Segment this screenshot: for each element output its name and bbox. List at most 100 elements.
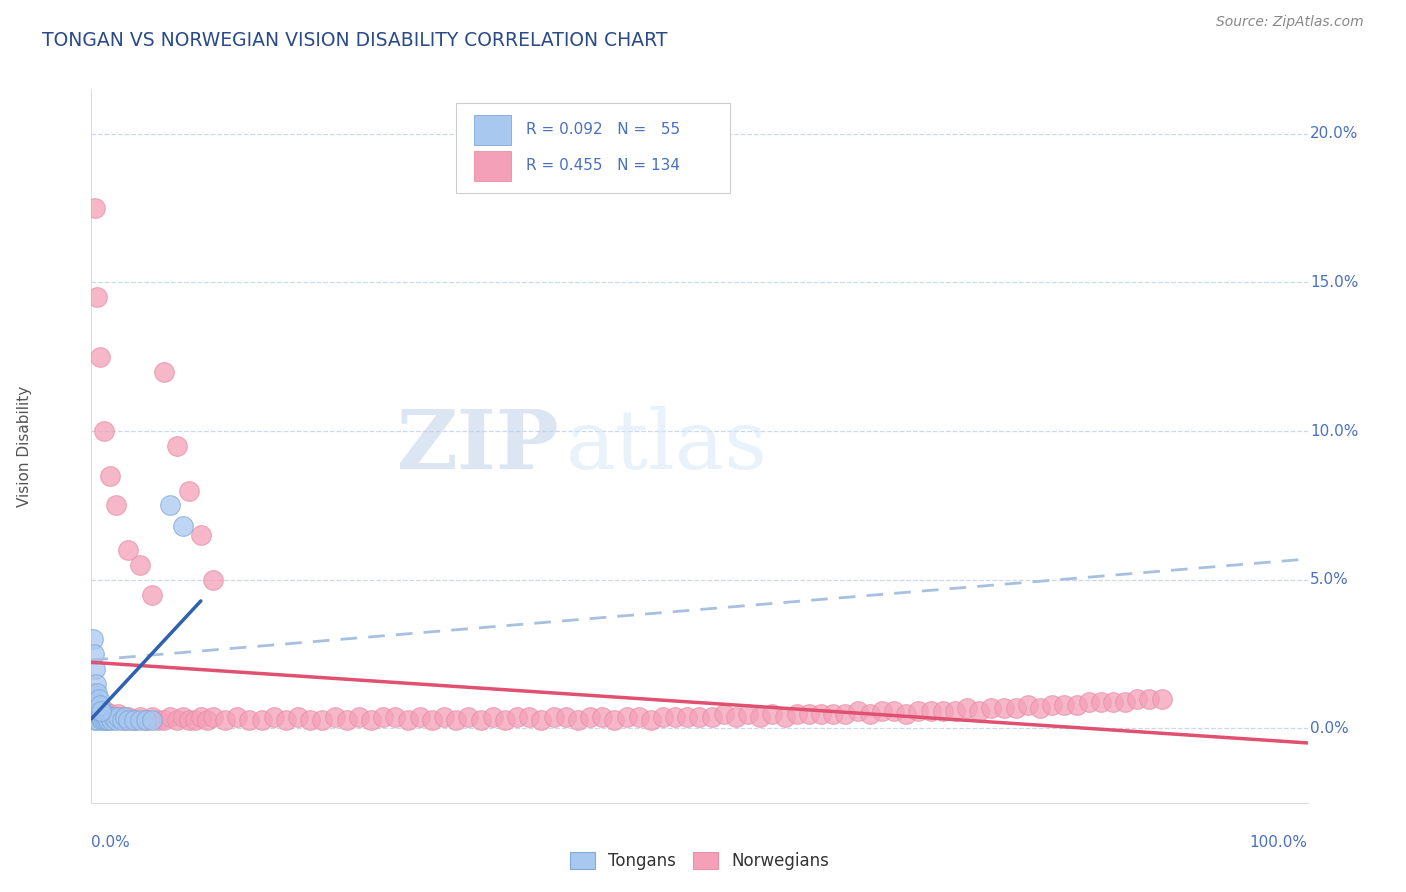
Point [931,704,953,718]
Point [141,588,163,602]
Point [299,713,322,727]
Point [83,691,105,706]
Bar [474,115,510,145]
Point [104,499,127,513]
Point [834,706,856,721]
Bar [474,151,510,180]
Point [84,698,107,712]
Text: R = 0.455   N = 134: R = 0.455 N = 134 [526,158,679,173]
Point [86,700,108,714]
Point [122,713,145,727]
Point [159,499,181,513]
Point [80,686,103,700]
Point [920,704,942,718]
Point [114,713,136,727]
Legend: Tongans, Norwegians: Tongans, Norwegians [564,845,835,877]
Point [83,709,105,723]
Point [1102,695,1125,709]
Point [129,709,152,723]
Point [107,709,129,723]
Point [84,695,107,709]
Point [980,700,1002,714]
Point [129,558,152,572]
Point [172,519,194,533]
Point [627,709,650,723]
Point [84,700,107,714]
Point [1126,691,1149,706]
Point [84,706,107,721]
Point [943,704,966,718]
Point [177,713,200,727]
Point [89,698,111,712]
Point [90,704,112,718]
Point [1090,695,1112,709]
Point [94,709,117,723]
Point [336,713,359,727]
Point [87,706,110,721]
Point [100,706,122,721]
Point [84,700,107,714]
Point [86,686,108,700]
Point [311,713,333,727]
Point [724,709,747,723]
Point [82,632,104,647]
Point [114,709,136,723]
Point [409,709,432,723]
Point [100,713,122,727]
Point [82,706,104,721]
Point [517,709,540,723]
Text: 10.0%: 10.0% [1310,424,1358,439]
Point [129,713,152,727]
Point [82,691,104,706]
Point [287,709,309,723]
Point [148,713,170,727]
Point [84,677,107,691]
Text: 0.0%: 0.0% [1310,721,1348,736]
Point [153,713,176,727]
Point [470,713,492,727]
Point [90,709,112,723]
Point [737,706,759,721]
Point [1066,698,1088,712]
Point [117,709,139,723]
Point [141,713,163,727]
Point [97,713,120,727]
Point [86,700,108,714]
Point [907,704,929,718]
Point [86,290,108,304]
Point [84,695,107,709]
Point [103,709,125,723]
Point [89,704,111,718]
Point [94,704,117,718]
Point [202,573,225,587]
Point [823,706,845,721]
Point [83,698,105,712]
Point [93,713,115,727]
Point [896,706,918,721]
Text: 0.0%: 0.0% [91,836,131,850]
FancyBboxPatch shape [456,103,730,193]
Text: 15.0%: 15.0% [1310,275,1358,290]
Point [195,713,218,727]
Point [90,704,112,718]
Point [567,713,589,727]
Point [89,704,111,718]
Point [420,713,443,727]
Point [664,709,686,723]
Point [616,709,638,723]
Point [84,201,107,215]
Point [83,691,105,706]
Point [993,700,1015,714]
Text: 100.0%: 100.0% [1250,836,1308,850]
Point [166,439,188,453]
Point [135,713,157,727]
Point [91,706,114,721]
Point [82,698,104,712]
Point [96,709,118,723]
Point [84,709,107,723]
Point [274,713,297,727]
Point [86,706,108,721]
Point [797,706,820,721]
Text: atlas: atlas [565,406,768,486]
Point [94,706,117,721]
